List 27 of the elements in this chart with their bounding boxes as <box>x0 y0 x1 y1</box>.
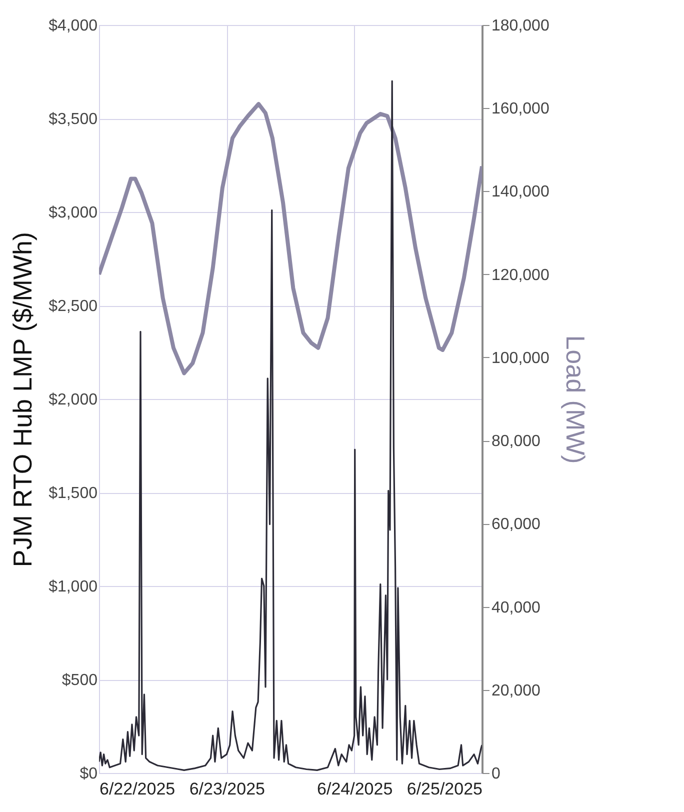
y-tick-label: $1,500 <box>48 485 98 502</box>
y-tick-label: $4,000 <box>48 18 98 34</box>
x-tick-label: 6/22/2025 <box>100 780 176 798</box>
y-axis-title: PJM RTO Hub LMP ($/MWh) <box>8 232 38 568</box>
x-tick-label: 6/24/2025 <box>317 780 393 798</box>
y2-tick-label: 160,000 <box>492 100 550 118</box>
y2-tick-label: 60,000 <box>492 516 541 534</box>
x-tick-label: 6/25/2025 <box>406 780 482 798</box>
y2-tick-label: 20,000 <box>492 682 541 700</box>
y-tick-label: $500 <box>62 672 98 689</box>
y-tick-label: $3,000 <box>48 204 98 222</box>
y2-tick-label: 100,000 <box>492 350 550 367</box>
y-tick-label: $3,500 <box>48 111 98 128</box>
y2-axis-title: Load (MW) <box>560 335 590 464</box>
y2-tick-label: 40,000 <box>492 599 541 616</box>
line-series <box>99 102 482 376</box>
line-series <box>99 80 482 771</box>
y2-tick-label: 120,000 <box>492 266 550 284</box>
y2-tick-label: 0 <box>492 766 500 782</box>
y-tick-label: $2,500 <box>48 298 98 315</box>
y2-tick-label: 80,000 <box>492 433 541 450</box>
y-tick-label: $0 <box>80 766 98 782</box>
y-tick-label: $2,000 <box>48 392 98 408</box>
x-tick-label: 6/23/2025 <box>189 780 265 798</box>
y-tick-label: $1,000 <box>48 578 98 596</box>
y2-tick-label: 140,000 <box>492 184 550 201</box>
y2-tick-label: 180,000 <box>492 18 550 34</box>
